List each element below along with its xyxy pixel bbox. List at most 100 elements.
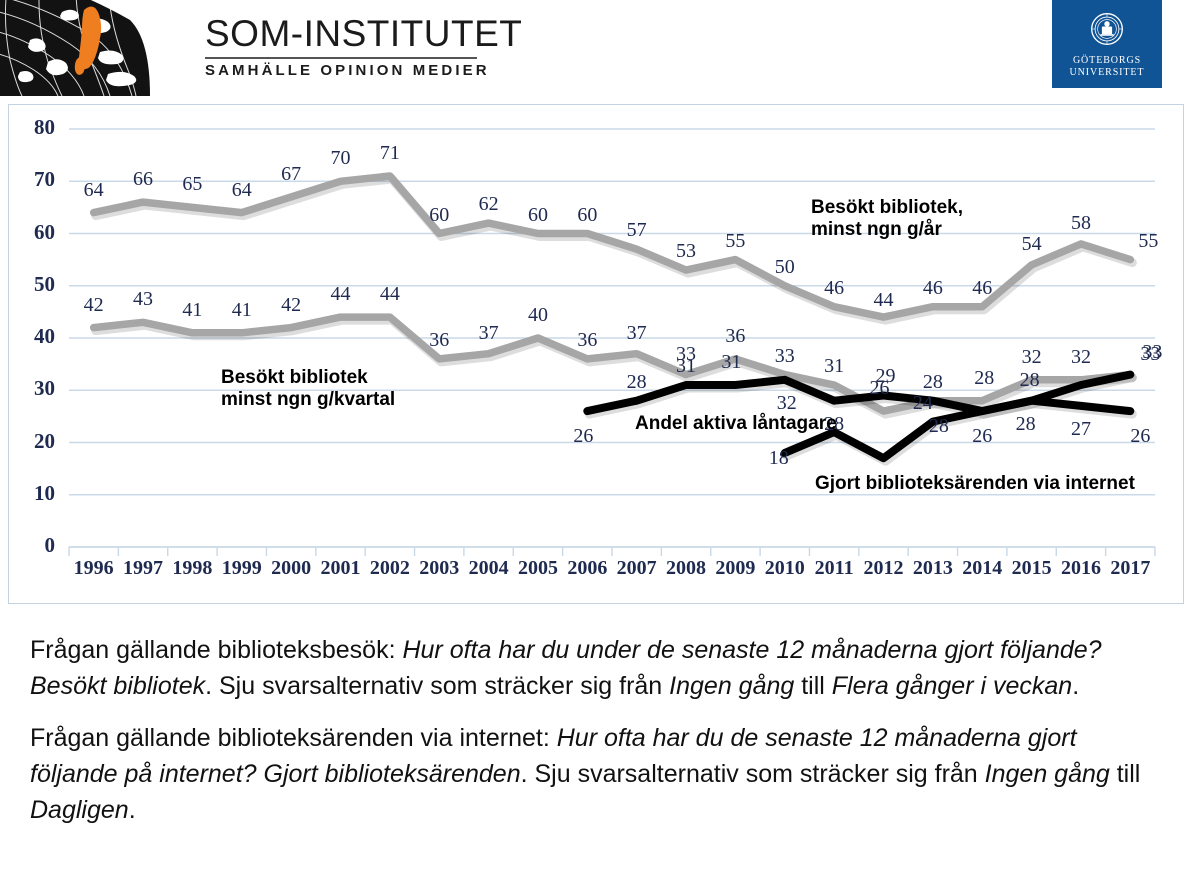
x-axis-tick-2006: 2006 [567, 557, 608, 579]
data-label-kvartal-2004: 37 [478, 321, 499, 344]
data-label-kvartal-2016: 32 [1070, 345, 1091, 368]
data-label-kvartal-2017: 33 [1140, 342, 1161, 365]
data-label-lantagare-2011: 28 [824, 412, 845, 435]
note1-low-option: Ingen gång [669, 672, 795, 700]
data-label-kvartal-2002: 44 [379, 283, 400, 306]
page-header: SOM-INSTITUTET SAMHÄLLE OPINION MEDIER G… [0, 0, 1199, 96]
data-label-kvartal-2009: 36 [725, 324, 746, 347]
data-label-internet-2017: 33 [1142, 340, 1163, 363]
note1-end: . [1072, 672, 1080, 700]
y-axis-tick-40: 40 [34, 324, 55, 348]
x-axis-tick-1998: 1998 [172, 557, 213, 579]
data-label-ar-2003: 60 [429, 203, 450, 226]
y-axis-tick-10: 10 [34, 480, 55, 505]
x-axis-tick-2017: 2017 [1110, 557, 1151, 579]
data-label-lantagare-2007: 28 [626, 370, 647, 393]
data-label-kvartal-2012: 26 [869, 377, 890, 400]
x-axis-tick-2001: 2001 [320, 557, 361, 579]
data-label-lantagare-2016: 27 [1070, 417, 1091, 440]
data-label-ar-1996: 64 [83, 178, 104, 201]
x-axis-tick-2004: 2004 [468, 557, 509, 579]
library-visits-chart: 0 10 20 30 40 50 60 70 80 1996 1997 1998 1999 2000 200… [8, 104, 1184, 604]
data-label-ar-2009: 55 [725, 229, 746, 252]
x-axis-tick-2000: 2000 [271, 557, 312, 579]
data-label-kvartal-2006: 36 [577, 328, 598, 351]
data-label-ar-2004: 62 [478, 193, 499, 216]
footnotes: Frågan gällande biblioteksbesök: Hur oft… [30, 632, 1150, 844]
data-label-ar-2002: 71 [379, 142, 400, 165]
x-axis-tick-2009: 2009 [715, 557, 756, 579]
data-label-kvartal-2015: 32 [1021, 345, 1042, 368]
goteborgs-universitet-logo: GÖTEBORGS UNIVERSITET [1052, 0, 1162, 88]
note1-mid: . Sju svarsalternativ som sträcker sig f… [205, 672, 670, 700]
university-name-line1: GÖTEBORGS [1072, 55, 1142, 66]
data-label-ar-2006: 60 [577, 203, 598, 226]
x-axis-tick-2003: 2003 [419, 557, 460, 579]
data-label-kvartal-2011: 31 [824, 355, 845, 378]
y-axis-tick-50: 50 [34, 271, 55, 296]
note2-mid: . Sju svarsalternativ som sträcker sig f… [520, 760, 985, 788]
data-label-kvartal-1997: 43 [133, 288, 154, 311]
data-label-lantagare-2015: 28 [1015, 412, 1036, 435]
besokt-bibliotek-kvartal-label: Besökt bibliotek minst ngn g/kvartal [221, 367, 396, 410]
internet-arenden-label: Gjort biblioteksärenden via internet [815, 473, 1135, 494]
x-axis-tick-2015: 2015 [1011, 557, 1052, 579]
university-seal-icon [1091, 13, 1123, 45]
y-axis-tick-60: 60 [34, 219, 55, 244]
x-axis-tick-1996: 1996 [73, 557, 114, 579]
data-label-ar-1997: 66 [133, 168, 154, 191]
data-label-ar-2015: 54 [1021, 232, 1042, 255]
note2-question: Hur ofta har du de senaste 12 månaderna … [30, 724, 1077, 788]
series-line [89, 172, 1135, 321]
data-label-internet-2013: 24 [912, 391, 933, 414]
x-axis-tick-2014: 2014 [962, 557, 1003, 579]
y-axis-tick-70: 70 [34, 167, 55, 192]
x-axis-tick-2008: 2008 [666, 557, 707, 579]
note1-high-option: Flera gånger i veckan [831, 672, 1073, 700]
footnote-internet-errands: Frågan gällande biblioteksärenden via in… [30, 720, 1150, 828]
data-label-ar-2001: 70 [330, 147, 351, 170]
data-label-lantagare-2013: 28 [928, 414, 949, 437]
data-label-ar-2014: 46 [972, 276, 993, 299]
note2-end: . [128, 796, 136, 824]
y-axis-tick-0: 0 [44, 533, 56, 557]
data-label-ar-2005: 60 [527, 203, 548, 226]
aktiva-lantagare-label: Andel aktiva låntagare [635, 413, 837, 434]
x-axis-tick-2012: 2012 [863, 557, 904, 579]
data-label-kvartal-2014: 28 [974, 366, 995, 389]
series-line [89, 313, 1135, 415]
x-axis-tick-2007: 2007 [616, 557, 657, 579]
data-label-kvartal-2010: 33 [774, 344, 795, 367]
y-axis-tick-30: 30 [34, 376, 55, 401]
x-axis-tick-2011: 2011 [814, 557, 854, 579]
data-label-lantagare-2006: 26 [573, 425, 594, 448]
data-label-lantagare-2010: 32 [776, 391, 797, 414]
series-line [780, 370, 1135, 463]
footnote-library-visits: Frågan gällande biblioteksbesök: Hur oft… [30, 632, 1150, 704]
y-axis-tick-80: 80 [34, 115, 55, 139]
data-label-internet-2015: 28 [1019, 368, 1040, 391]
data-label-ar-2013: 46 [922, 276, 943, 299]
data-label-kvartal-2003: 36 [429, 328, 450, 351]
data-label-kvartal-2008: 33 [676, 342, 697, 365]
y-axis-tick-20: 20 [34, 428, 55, 453]
data-label-kvartal-2000: 42 [281, 293, 302, 316]
data-label-ar-2000: 67 [281, 162, 302, 185]
data-label-kvartal-2005: 40 [527, 304, 548, 326]
data-label-ar-1999: 64 [231, 178, 252, 201]
data-label-ar-2008: 53 [676, 240, 697, 263]
besokt-bibliotek-ar-label: Besökt bibliotek, minst ngn g/år [811, 197, 964, 240]
note2-intro: Frågan gällande biblioteksärenden via in… [30, 724, 557, 752]
data-label-kvartal-2007: 37 [626, 321, 647, 344]
x-axis-tick-1997: 1997 [123, 557, 164, 579]
data-label-lantagare-2008: 31 [676, 355, 697, 378]
data-label-kvartal-1998: 41 [182, 298, 203, 321]
note1-intro: Frågan gällande biblioteksbesök: [30, 636, 403, 664]
data-label-ar-2012: 44 [873, 289, 894, 312]
x-axis-tick-2010: 2010 [764, 557, 805, 579]
note2-high-option: Dagligen [30, 796, 129, 824]
x-axis-tick-2005: 2005 [517, 557, 558, 579]
data-label-kvartal-1999: 41 [231, 298, 252, 321]
data-label-ar-2016: 58 [1070, 211, 1091, 234]
data-label-lantagare-2017: 26 [1130, 425, 1151, 448]
